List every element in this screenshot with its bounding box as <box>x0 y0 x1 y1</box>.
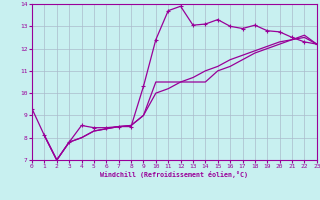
X-axis label: Windchill (Refroidissement éolien,°C): Windchill (Refroidissement éolien,°C) <box>100 171 248 178</box>
